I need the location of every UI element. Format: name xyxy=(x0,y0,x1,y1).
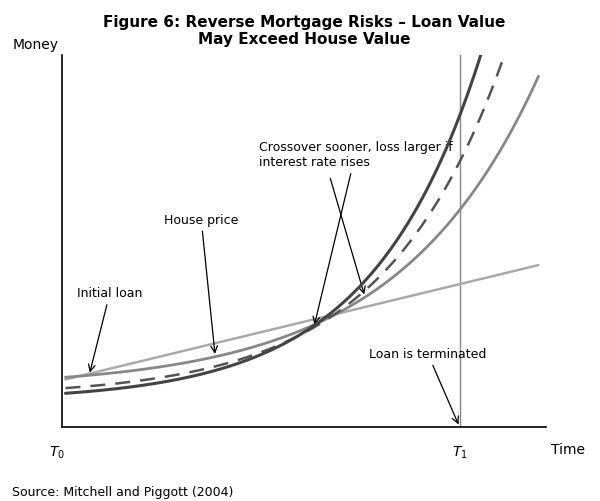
Text: Initial loan: Initial loan xyxy=(77,287,143,372)
Text: $T_1$: $T_1$ xyxy=(452,444,467,460)
Text: Loan is terminated: Loan is terminated xyxy=(369,347,487,423)
Text: Crossover sooner, loss larger if
interest rate rises: Crossover sooner, loss larger if interes… xyxy=(259,141,452,324)
Title: Figure 6: Reverse Mortgage Risks – Loan Value
May Exceed House Value: Figure 6: Reverse Mortgage Risks – Loan … xyxy=(103,15,505,47)
Text: House price: House price xyxy=(164,213,238,353)
Text: Time: Time xyxy=(551,442,585,456)
Text: $T_0$: $T_0$ xyxy=(49,444,65,460)
Text: Source: Mitchell and Piggott (2004): Source: Mitchell and Piggott (2004) xyxy=(12,485,233,498)
Text: Money: Money xyxy=(13,38,59,52)
